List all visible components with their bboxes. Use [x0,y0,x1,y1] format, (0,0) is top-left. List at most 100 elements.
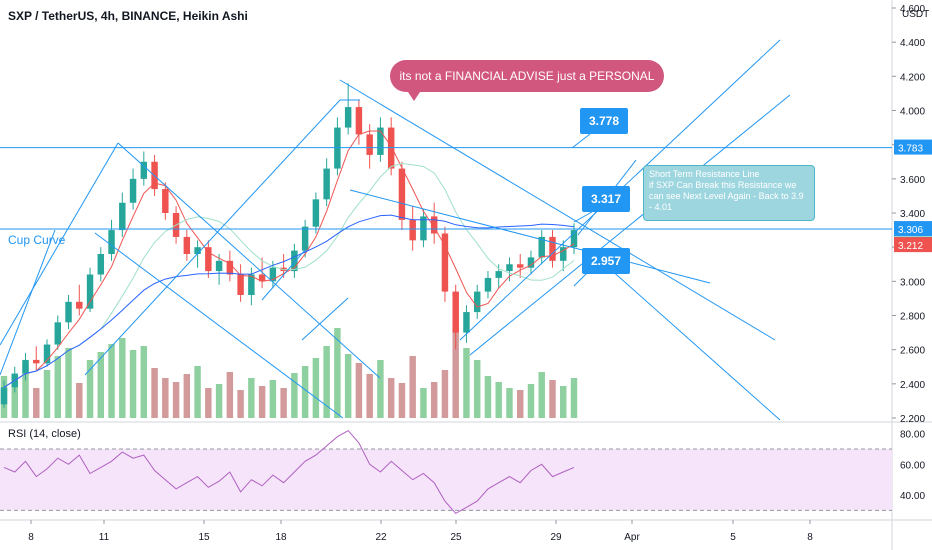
volume-bar [420,388,427,418]
candle-body [538,236,545,258]
time-tick-label: 25 [450,532,462,543]
volume-bar [119,338,126,418]
volume-bar [280,388,287,418]
candle-body [463,312,470,333]
volume-bar [97,352,105,418]
time-tick-label: 8 [28,532,34,543]
callout-2957[interactable]: 2.957 [582,248,630,274]
time-tick-label: 8 [807,532,813,543]
candle-body [560,247,567,261]
volume-bar [334,328,341,418]
candle-body [377,127,384,155]
volume-bar [269,380,277,418]
volume-bar [495,382,502,418]
volume-bar [215,384,223,418]
candle-body [215,260,223,272]
time-tick-label: 11 [99,532,110,543]
candle-body [226,260,234,275]
volume-bar [323,346,330,418]
volume-bar [22,363,29,418]
volume-bar [570,378,578,418]
volume-bar [301,366,309,418]
candle-body [473,291,481,313]
arrow-line [261,249,306,301]
candle-body [291,250,298,272]
callout-3778[interactable]: 3.778 [580,108,628,134]
time-tick-label: 5 [730,532,736,543]
candle-body [86,274,94,309]
candle-body [269,267,277,282]
candle-body [22,359,29,374]
time-tick-label: 29 [550,532,562,543]
candle-body [398,168,406,220]
volume-bar [312,358,320,418]
volume-bar [549,380,556,418]
volume-bar [183,374,191,418]
volume-bar [344,354,352,418]
rsi-tick-label: 40.00 [900,491,925,502]
volume-bar [65,348,72,418]
volume-bar [366,374,373,418]
volume-bar [441,370,449,418]
volume-bar [76,383,83,418]
callout-3778-text: 3.778 [588,114,620,128]
volume-bar [226,372,234,418]
volume-bar [463,348,470,418]
advice-note[interactable]: its not a FINANCIAL ADVISE just a PERSON… [390,60,664,115]
candle-body [484,277,492,292]
callout-3317-text: 3.317 [590,192,622,206]
trend-line [0,229,56,376]
price-tick-label: 4.600 [900,4,925,15]
resistance-note-line-4: - 4.01 [649,202,673,212]
volume-bar [538,372,545,418]
price-axis-label-bg [894,139,932,155]
volume-bar [398,383,406,418]
volume-bar [484,376,492,418]
volume-bar [430,382,438,418]
price-tick-label: 3.400 [900,209,925,220]
candle-body [97,254,105,275]
price-tick-label: 2.200 [900,414,925,425]
volume-bar [560,386,567,418]
price-axis-label: 3.783 [898,144,923,155]
resistance-note[interactable]: Short Term Resistance Line if SXP Can Br… [643,165,815,221]
moving-average-line [3,130,575,388]
volume-bar [452,323,459,418]
candle-body [301,226,309,251]
candle-body [76,301,83,309]
price-tick-label: 4.400 [900,38,925,49]
volume-bar [11,380,18,418]
candle-body [430,216,438,234]
trend-line [84,99,341,376]
resistance-note-line-3: can see Next Level Again - Back to 3.9 [649,191,804,201]
price-tick-label: 2.600 [900,346,925,357]
price-axis-label-bg [894,237,932,253]
trend-line [349,189,711,284]
volume-bar [43,370,51,418]
volume-bar [377,360,384,418]
candle-body [409,219,416,241]
price-axis-label: 3.212 [898,241,923,252]
candle-body [237,274,244,295]
volume-bar [86,360,94,418]
volume-bar [129,350,137,418]
candle-body [334,127,341,169]
callout-2957-text: 2.957 [590,254,622,268]
callout-pointer [573,211,593,223]
candle-body [312,199,320,227]
price-axis-label-bg [894,221,932,237]
advice-note-text: its not a FINANCIAL ADVISE just a PERSON… [399,69,655,115]
candle-body [205,247,212,272]
candle-body [355,107,363,135]
callout-3317[interactable]: 3.317 [582,186,630,212]
callout-pointer [571,133,591,149]
volume-bar [248,378,255,418]
rsi-tick-label: 80.00 [900,430,925,441]
candle-body [527,257,535,268]
time-tick-label: 15 [198,532,210,543]
time-tick-label: Apr [624,532,640,543]
volume-bar [506,388,513,418]
volume-bar [473,360,481,418]
volume-bar [527,384,535,418]
